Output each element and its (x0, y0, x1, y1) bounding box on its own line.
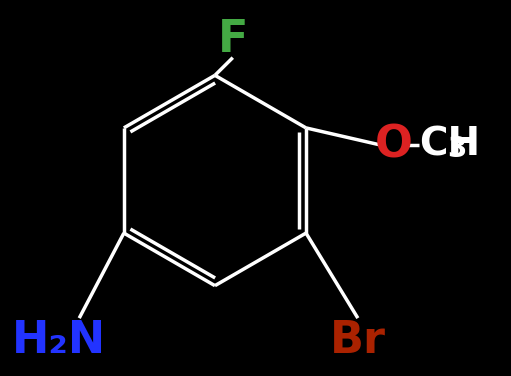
Text: F: F (218, 18, 248, 61)
Text: H₂N: H₂N (12, 318, 106, 362)
Text: CH: CH (419, 126, 480, 164)
Text: Br: Br (330, 318, 386, 362)
Text: 3: 3 (447, 135, 467, 163)
Text: O: O (375, 123, 412, 166)
